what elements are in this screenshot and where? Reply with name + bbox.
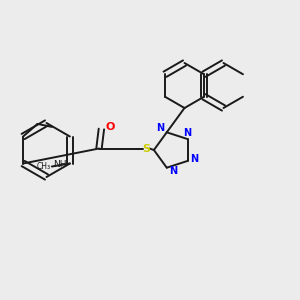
Text: N: N <box>169 166 177 176</box>
Text: N: N <box>184 128 192 138</box>
Text: O: O <box>105 122 114 133</box>
Text: CH₃: CH₃ <box>36 162 50 171</box>
Text: S: S <box>142 143 150 154</box>
Text: N: N <box>190 154 198 164</box>
Text: N: N <box>156 123 164 133</box>
Text: NH: NH <box>53 160 66 169</box>
